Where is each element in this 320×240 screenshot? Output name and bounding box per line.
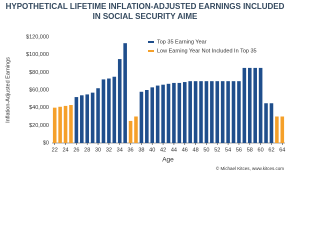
x-tick-label: 44 [171, 147, 177, 153]
bar [193, 81, 198, 143]
bar [275, 116, 279, 143]
bar [226, 81, 230, 143]
bar [242, 67, 247, 143]
bar [101, 79, 106, 143]
y-tick-label: $40,000 [29, 105, 49, 111]
bar [128, 120, 133, 143]
x-tick-label: 48 [193, 147, 199, 153]
x-tick-label: 54 [225, 147, 231, 153]
bar [280, 116, 285, 143]
bar [177, 82, 182, 143]
bar [253, 67, 257, 143]
x-tick-label: 38 [138, 147, 144, 153]
x-tick-label: 64 [279, 147, 285, 153]
bar [269, 103, 274, 143]
y-tick-label: $60,000 [29, 87, 49, 93]
x-tick-label: 32 [106, 147, 112, 153]
bar [210, 81, 214, 143]
x-tick-label: 40 [149, 147, 155, 153]
bar [182, 82, 187, 143]
bar [80, 95, 84, 143]
bar [150, 87, 155, 143]
bar [139, 91, 144, 143]
bar [155, 85, 160, 143]
x-tick-label: 62 [268, 147, 274, 153]
x-tick-label: 36 [128, 147, 134, 153]
bar [215, 81, 220, 143]
bar [123, 43, 127, 143]
y-tick-label: $80,000 [29, 70, 49, 76]
legend-marker [148, 50, 154, 52]
bar [258, 67, 263, 143]
legend-marker [148, 41, 154, 43]
bar [220, 81, 225, 143]
x-tick-label: 34 [117, 147, 123, 153]
x-tick-label: 24 [62, 147, 68, 153]
bar [112, 76, 117, 143]
bar [74, 97, 79, 143]
y-tick-label: $0 [43, 140, 49, 146]
bar [69, 105, 73, 143]
bar [172, 82, 176, 143]
y-tick-label: $100,000 [26, 52, 49, 58]
x-axis-label: Age [162, 157, 174, 164]
chart: Inflation-Adjusted Earnings Age © Michae… [5, 34, 285, 171]
page: HYPOTHETICAL LIFETIME INFLATION-ADJUSTED… [5, 2, 285, 171]
x-tick-label: 50 [203, 147, 209, 153]
x-tick-label: 30 [95, 147, 101, 153]
bar [237, 81, 241, 143]
bar [90, 92, 95, 143]
legend-label: Top 35 Earning Year [157, 39, 207, 45]
source: © Michael Kitces, www.kitces.com [216, 165, 284, 171]
bar [145, 90, 149, 143]
y-tick-label: $20,000 [29, 123, 49, 129]
bar [58, 106, 62, 143]
x-tick-label: 28 [84, 147, 90, 153]
bar [247, 67, 252, 143]
bar [188, 81, 192, 143]
bar [107, 78, 111, 143]
x-tick-label: 26 [73, 147, 79, 153]
chart-title: HYPOTHETICAL LIFETIME INFLATION-ADJUSTED… [5, 2, 285, 21]
y-tick-label: $120,000 [26, 34, 49, 40]
bar [166, 83, 171, 143]
bar [63, 105, 68, 143]
x-tick-label: 56 [236, 147, 242, 153]
x-tick-label: 22 [52, 147, 58, 153]
bar [199, 81, 203, 143]
legend-label: Low Earning Year Not Included In Top 35 [157, 48, 257, 54]
x-tick-label: 42 [160, 147, 166, 153]
bar [134, 116, 138, 143]
bar [117, 59, 122, 144]
x-tick-label: 46 [182, 147, 188, 153]
bar [231, 81, 236, 143]
x-tick-label: 58 [247, 147, 253, 153]
y-axis-label: Inflation-Adjusted Earnings [5, 57, 11, 123]
bar [161, 84, 165, 143]
bar [85, 94, 90, 143]
bar [264, 103, 268, 143]
bar [204, 81, 209, 143]
x-tick-label: 52 [214, 147, 220, 153]
bar [52, 107, 57, 143]
bar [96, 88, 100, 143]
x-tick-label: 60 [258, 147, 264, 153]
